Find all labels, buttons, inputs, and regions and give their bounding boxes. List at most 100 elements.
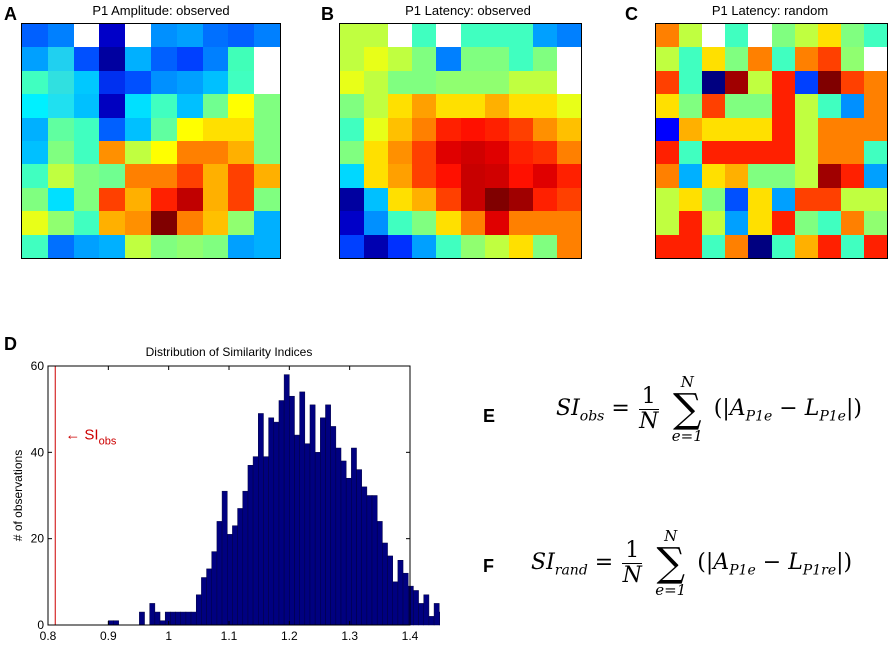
heatmap-cell bbox=[556, 24, 581, 48]
heatmap-cell bbox=[840, 164, 864, 188]
heatmap-cell bbox=[254, 24, 280, 48]
heatmap-cell bbox=[412, 47, 437, 71]
heatmap-cell bbox=[388, 47, 413, 71]
heatmap-cell bbox=[125, 24, 151, 48]
x-tick-label: 1.2 bbox=[281, 629, 298, 643]
heatmap-cell bbox=[794, 164, 818, 188]
heatmap-cell bbox=[388, 234, 413, 258]
histogram-bar bbox=[382, 542, 388, 626]
heatmap-cell bbox=[679, 164, 703, 188]
heatmap-cell bbox=[340, 164, 365, 188]
heatmap-cell bbox=[254, 47, 280, 71]
eq-e-l-sub: P1e bbox=[819, 408, 846, 425]
histogram-bar bbox=[413, 590, 419, 626]
heatmap-cell bbox=[176, 94, 203, 118]
heatmap-cell bbox=[99, 164, 126, 188]
heatmap-cell bbox=[412, 187, 437, 212]
eq-e-close: |) bbox=[845, 396, 862, 421]
heatmap-cell bbox=[484, 94, 509, 118]
heatmap-cell bbox=[228, 70, 255, 95]
heatmap-cell bbox=[125, 94, 151, 118]
heatmap-cell bbox=[794, 234, 818, 258]
heatmap-cell bbox=[47, 24, 74, 48]
heatmap-cell bbox=[532, 117, 557, 141]
histogram-bar bbox=[180, 611, 187, 626]
heatmap-cell bbox=[484, 211, 509, 235]
heatmap-cell bbox=[460, 24, 485, 48]
heatmap-cell bbox=[22, 140, 48, 165]
heatmap-cell bbox=[202, 47, 229, 71]
heatmap-cell bbox=[771, 70, 795, 95]
histogram-bar bbox=[351, 447, 357, 626]
heatmap-cell bbox=[388, 140, 413, 165]
heatmap-cell bbox=[702, 117, 726, 141]
heatmap-cell bbox=[817, 70, 841, 95]
heatmap-cell bbox=[656, 211, 680, 235]
heatmap-cell bbox=[532, 70, 557, 95]
heatmap-cell bbox=[47, 117, 74, 141]
x-tick-label: 1.1 bbox=[221, 629, 238, 643]
heatmap-cell bbox=[125, 70, 151, 95]
heatmap-cell bbox=[150, 117, 177, 141]
heatmap-cell bbox=[679, 140, 703, 165]
heatmap-cell bbox=[460, 234, 485, 258]
heatmap-cell bbox=[556, 117, 581, 141]
heatmap-cell bbox=[656, 47, 680, 71]
heatmap-cell bbox=[412, 234, 437, 258]
heatmap-cell bbox=[702, 94, 726, 118]
heatmap-cell bbox=[771, 47, 795, 71]
panel-letter-a: A bbox=[4, 4, 17, 24]
eq-f-minus: − bbox=[762, 550, 782, 575]
heatmap-cell bbox=[73, 117, 100, 141]
heatmap-cell bbox=[254, 187, 280, 212]
heatmap-cell bbox=[794, 187, 818, 212]
heatmap-cell bbox=[817, 211, 841, 235]
eq-e-lhs-sub: obs bbox=[579, 408, 605, 425]
heatmap-cell bbox=[863, 24, 887, 48]
heatmap-cell bbox=[508, 94, 533, 118]
heatmap-cell bbox=[508, 24, 533, 48]
histogram-bar bbox=[252, 456, 259, 626]
heatmap-cell bbox=[47, 164, 74, 188]
heatmap-cell bbox=[202, 211, 229, 235]
histogram-bar bbox=[289, 395, 295, 626]
histogram-bar bbox=[237, 508, 244, 626]
heatmap-cell bbox=[532, 164, 557, 188]
eq-e-equals: = bbox=[611, 396, 630, 421]
heatmap-cell bbox=[125, 47, 151, 71]
heatmap-cell bbox=[863, 70, 887, 95]
heatmap-cell bbox=[436, 234, 461, 258]
y-tick-label: 40 bbox=[31, 445, 45, 459]
heatmap-cell bbox=[702, 187, 726, 212]
heatmap-cell bbox=[656, 70, 680, 95]
histogram-bar bbox=[438, 611, 440, 626]
eq-f-open: (| bbox=[697, 550, 714, 575]
heatmap-cell bbox=[150, 47, 177, 71]
eq-e-lhs: SI bbox=[556, 396, 580, 421]
heatmap-cell bbox=[794, 24, 818, 48]
heatmap-cell bbox=[254, 140, 280, 165]
heatmap-cell bbox=[794, 94, 818, 118]
heatmap-cell bbox=[22, 164, 48, 188]
heatmap-cell bbox=[388, 117, 413, 141]
heatmap-cell bbox=[228, 47, 255, 71]
heatmap-cell bbox=[176, 140, 203, 165]
heatmap-cell bbox=[460, 187, 485, 212]
y-tick-label: 0 bbox=[37, 618, 44, 632]
heatmap-cell bbox=[73, 140, 100, 165]
heatmap-cell bbox=[532, 47, 557, 71]
panel-a-title: P1 Amplitude: observed bbox=[92, 3, 230, 18]
histogram-bar bbox=[428, 616, 435, 626]
heatmap-cell bbox=[73, 164, 100, 188]
heatmap-cell bbox=[679, 94, 703, 118]
heatmap-cell bbox=[725, 117, 749, 141]
heatmap-cell bbox=[748, 70, 772, 95]
heatmap-cell bbox=[679, 211, 703, 235]
panel-letter-c: C bbox=[625, 4, 638, 24]
heatmap-cell bbox=[436, 117, 461, 141]
eq-e-sum-symbol: ∑ bbox=[673, 386, 702, 432]
heatmap-cell bbox=[484, 164, 509, 188]
heatmap-cell bbox=[508, 211, 533, 235]
eq-f-denominator: N bbox=[622, 562, 642, 588]
